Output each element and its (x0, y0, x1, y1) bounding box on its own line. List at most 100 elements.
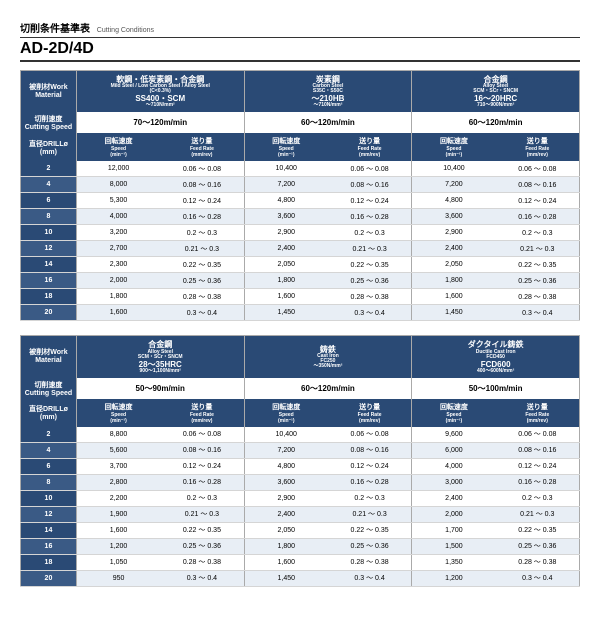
diameter-cell: 4 (21, 177, 77, 193)
rotation-cell: 1,450 (244, 305, 328, 321)
material-header: 鋳鉄Cast IronFC250～350N/mm² (244, 336, 412, 378)
feed-cell: 0.21 ～ 0.3 (496, 506, 580, 522)
rotation-speed-header: 回転速度Speed(min⁻¹) (244, 399, 328, 427)
rotation-speed-header: 回転速度Speed(min⁻¹) (76, 133, 160, 161)
table-row: 201,6000.3 ～ 0.41,4500.3 ～ 0.41,4500.3 ～… (21, 305, 580, 321)
feed-cell: 0.06 ～ 0.08 (160, 161, 244, 177)
feed-cell: 0.2 ～ 0.3 (496, 490, 580, 506)
rotation-cell: 2,200 (76, 490, 160, 506)
feed-cell: 0.06 ～ 0.08 (496, 161, 580, 177)
table-row: 63,7000.12 ～ 0.244,8000.12 ～ 0.244,0000.… (21, 458, 580, 474)
feed-cell: 0.3 ～ 0.4 (496, 570, 580, 586)
table-row: 121,9000.21 ～ 0.32,4000.21 ～ 0.32,0000.2… (21, 506, 580, 522)
table-row: 102,2000.2 ～ 0.32,9000.2 ～ 0.32,4000.2 ～… (21, 490, 580, 506)
rotation-cell: 1,800 (76, 289, 160, 305)
feed-cell: 0.3 ～ 0.4 (160, 305, 244, 321)
feed-cell: 0.25 ～ 0.36 (496, 273, 580, 289)
feed-rate-header: 送り量Feed Rate(mm/rev) (496, 133, 580, 161)
feed-cell: 0.28 ～ 0.38 (328, 554, 412, 570)
rotation-speed-header: 回転速度Speed(min⁻¹) (412, 399, 496, 427)
feed-rate-header: 送り量Feed Rate(mm/rev) (160, 399, 244, 427)
feed-cell: 0.28 ～ 0.38 (160, 554, 244, 570)
rotation-cell: 2,800 (76, 474, 160, 490)
rotation-cell: 7,200 (244, 177, 328, 193)
rotation-cell: 2,400 (412, 241, 496, 257)
rotation-cell: 7,200 (244, 442, 328, 458)
feed-cell: 0.08 ～ 0.16 (160, 442, 244, 458)
speed-range-cell: 50～100m/min (412, 378, 580, 399)
rotation-cell: 1,700 (412, 522, 496, 538)
feed-cell: 0.21 ～ 0.3 (160, 241, 244, 257)
rotation-cell: 1,200 (76, 538, 160, 554)
feed-cell: 0.21 ～ 0.3 (328, 506, 412, 522)
rotation-cell: 1,600 (244, 289, 328, 305)
page-subtitle: 切削条件基準表 Cutting Conditions (20, 20, 580, 38)
table-row: 162,0000.25 ～ 0.361,8000.25 ～ 0.361,8000… (21, 273, 580, 289)
feed-cell: 0.21 ～ 0.3 (496, 241, 580, 257)
rotation-cell: 1,800 (412, 273, 496, 289)
rotation-cell: 1,600 (76, 305, 160, 321)
page-title: AD-2D/4D (20, 40, 580, 62)
rotation-cell: 2,900 (244, 490, 328, 506)
rotation-cell: 8,000 (76, 177, 160, 193)
diameter-cell: 6 (21, 193, 77, 209)
rotation-cell: 1,600 (76, 522, 160, 538)
rotation-cell: 1,450 (412, 305, 496, 321)
feed-cell: 0.16 ～ 0.28 (496, 474, 580, 490)
diameter-cell: 2 (21, 161, 77, 177)
feed-cell: 0.28 ～ 0.38 (496, 554, 580, 570)
rotation-cell: 5,600 (76, 442, 160, 458)
diameter-cell: 14 (21, 257, 77, 273)
feed-cell: 0.2 ～ 0.3 (328, 225, 412, 241)
subtitle-jp: 切削条件基準表 (20, 24, 90, 35)
rotation-cell: 3,000 (412, 474, 496, 490)
feed-cell: 0.22 ～ 0.35 (160, 522, 244, 538)
rotation-cell: 2,300 (76, 257, 160, 273)
rotation-cell: 5,300 (76, 193, 160, 209)
rotation-cell: 3,200 (76, 225, 160, 241)
rotation-cell: 2,050 (244, 522, 328, 538)
cutting-speed-header: 切削速度Cutting Speed (21, 378, 77, 399)
table-row: 161,2000.25 ～ 0.361,8000.25 ～ 0.361,5000… (21, 538, 580, 554)
feed-cell: 0.2 ～ 0.3 (496, 225, 580, 241)
rotation-cell: 9,600 (412, 427, 496, 443)
table-row: 209500.3 ～ 0.41,4500.3 ～ 0.41,2000.3 ～ 0… (21, 570, 580, 586)
table-row: 142,3000.22 ～ 0.352,0500.22 ～ 0.352,0500… (21, 257, 580, 273)
feed-cell: 0.3 ～ 0.4 (160, 570, 244, 586)
feed-cell: 0.06 ～ 0.08 (328, 161, 412, 177)
rotation-cell: 3,700 (76, 458, 160, 474)
diameter-cell: 20 (21, 305, 77, 321)
feed-cell: 0.21 ～ 0.3 (160, 506, 244, 522)
work-material-header: 被削材WorkMaterial (21, 336, 77, 378)
table-row: 141,6000.22 ～ 0.352,0500.22 ～ 0.351,7000… (21, 522, 580, 538)
feed-cell: 0.06 ～ 0.08 (496, 427, 580, 443)
feed-cell: 0.06 ～ 0.08 (328, 427, 412, 443)
feed-cell: 0.22 ～ 0.35 (328, 522, 412, 538)
rotation-cell: 1,350 (412, 554, 496, 570)
feed-cell: 0.2 ～ 0.3 (328, 490, 412, 506)
rotation-speed-header: 回転速度Speed(min⁻¹) (76, 399, 160, 427)
rotation-cell: 4,000 (76, 209, 160, 225)
feed-cell: 0.28 ～ 0.38 (328, 289, 412, 305)
feed-rate-header: 送り量Feed Rate(mm/rev) (496, 399, 580, 427)
feed-cell: 0.22 ～ 0.35 (496, 257, 580, 273)
table-row: 82,8000.16 ～ 0.283,6000.16 ～ 0.283,0000.… (21, 474, 580, 490)
rotation-cell: 950 (76, 570, 160, 586)
table-row: 65,3000.12 ～ 0.244,8000.12 ～ 0.244,8000.… (21, 193, 580, 209)
table-row: 103,2000.2 ～ 0.32,9000.2 ～ 0.32,9000.2 ～… (21, 225, 580, 241)
feed-cell: 0.21 ～ 0.3 (328, 241, 412, 257)
table-row: 181,0500.28 ～ 0.381,6000.28 ～ 0.381,3500… (21, 554, 580, 570)
feed-cell: 0.25 ～ 0.36 (328, 273, 412, 289)
rotation-cell: 2,000 (76, 273, 160, 289)
material-header: 炭素鋼Carbon SteelS35C・S50C～210HB～710N/mm² (244, 71, 412, 113)
rotation-cell: 10,400 (244, 161, 328, 177)
feed-cell: 0.12 ～ 0.24 (496, 458, 580, 474)
feed-cell: 0.28 ～ 0.38 (160, 289, 244, 305)
rotation-cell: 7,200 (412, 177, 496, 193)
feed-cell: 0.25 ～ 0.36 (160, 538, 244, 554)
rotation-cell: 1,450 (244, 570, 328, 586)
diameter-cell: 4 (21, 442, 77, 458)
speed-range-cell: 60～120m/min (412, 112, 580, 133)
feed-rate-header: 送り量Feed Rate(mm/rev) (160, 133, 244, 161)
feed-cell: 0.16 ～ 0.28 (160, 209, 244, 225)
